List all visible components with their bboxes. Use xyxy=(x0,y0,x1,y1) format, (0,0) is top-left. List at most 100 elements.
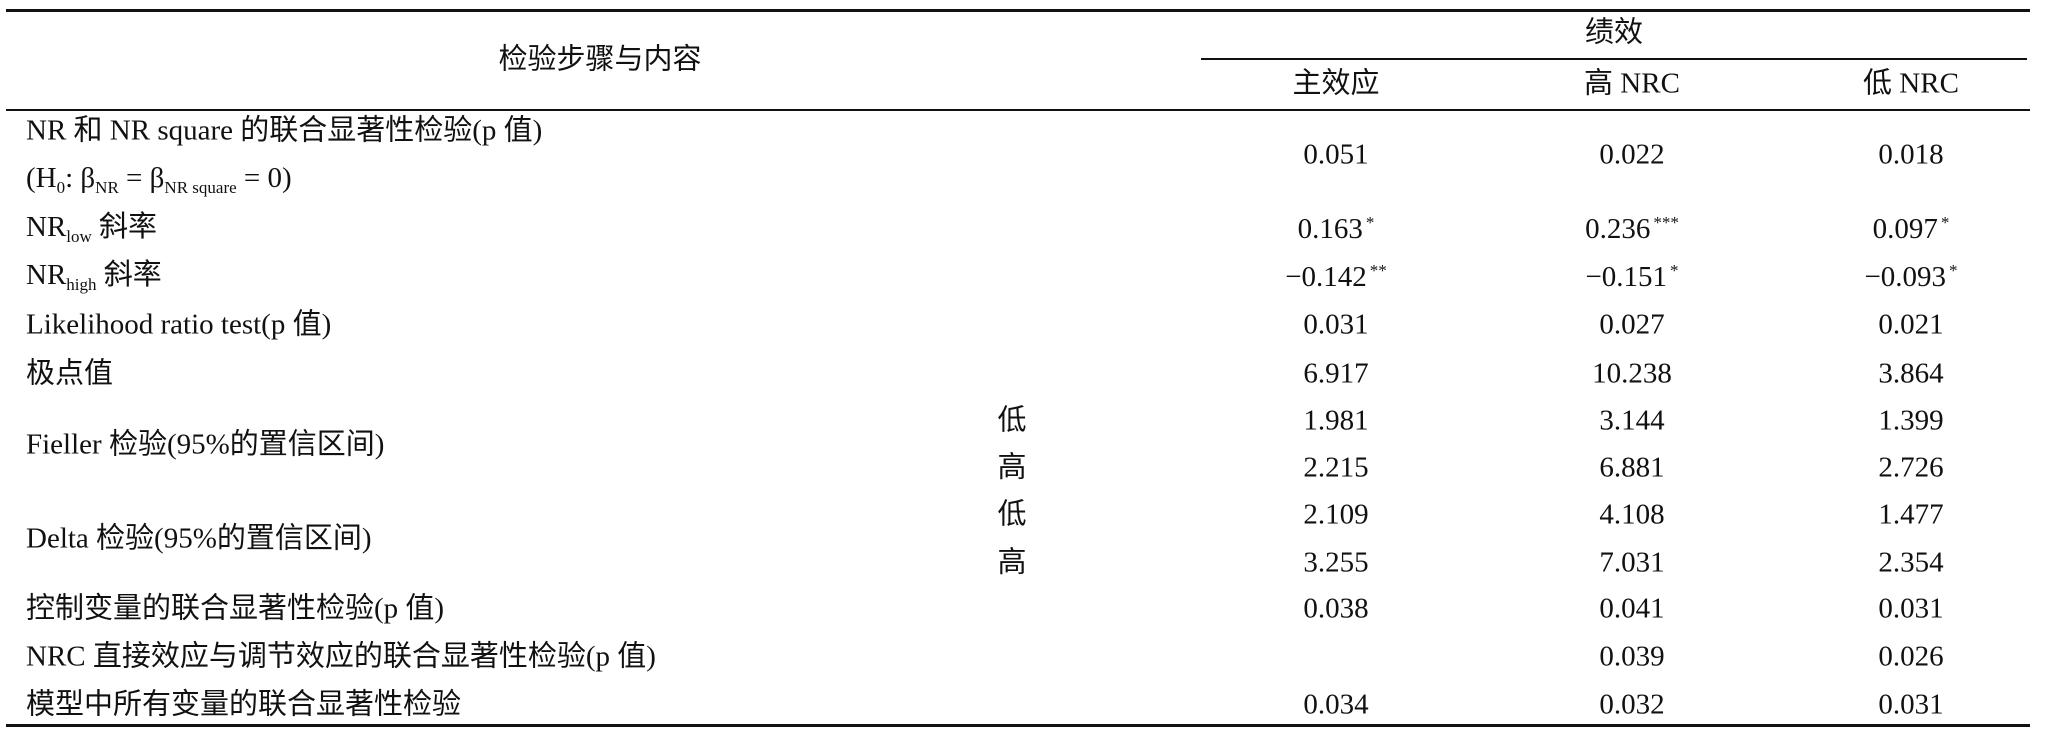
significance: * xyxy=(1365,213,1375,232)
top-rule xyxy=(6,9,2030,12)
row-label: Likelihood ratio test(p 值) xyxy=(26,308,332,341)
value: 0.236 xyxy=(1585,213,1651,245)
bound-label: 高 xyxy=(997,546,1027,579)
value-cell: 0.236 *** xyxy=(1585,214,1679,244)
value: 0.021 xyxy=(1878,308,1944,341)
value: 6.917 xyxy=(1303,357,1369,390)
value-cell: 0.031 xyxy=(1878,690,1943,720)
bottom-rule xyxy=(6,724,2030,727)
label-text: NR 和 NR square 的联合显著性检验(p 值) xyxy=(26,114,543,146)
label-text: Likelihood ratio test(p 值) xyxy=(26,308,332,341)
value: 10.238 xyxy=(1592,357,1672,390)
significance: * xyxy=(1940,213,1950,232)
label-text: : β xyxy=(65,161,96,194)
value: 2.215 xyxy=(1303,451,1369,484)
value: 0.041 xyxy=(1599,592,1665,625)
bound-label: 低 xyxy=(997,498,1027,531)
row-label: 模型中所有变量的联合显著性检验 xyxy=(26,688,462,721)
value: 7.031 xyxy=(1599,546,1665,579)
label-text: NRC 直接效应与调节效应的联合显著性检验(p 值) xyxy=(26,640,656,673)
value-cell: 0.021 xyxy=(1878,308,1944,341)
value-cell: 1.477 xyxy=(1878,498,1944,531)
value-cell: 0.163 * xyxy=(1298,214,1375,244)
value: 0.022 xyxy=(1599,138,1665,171)
bound-label: 高 xyxy=(997,451,1027,484)
value: 0.027 xyxy=(1599,308,1665,341)
group-rule xyxy=(1201,58,2027,60)
value: 0.039 xyxy=(1599,640,1665,673)
value-cell: 0.022 xyxy=(1599,138,1665,171)
value: 0.018 xyxy=(1878,138,1944,171)
value: −0.142 xyxy=(1285,261,1367,293)
value: 2.109 xyxy=(1303,498,1369,531)
bound-label: 低 xyxy=(997,404,1027,437)
value: 0.038 xyxy=(1303,592,1369,625)
label-text: 斜率 xyxy=(91,211,158,243)
value-cell: 6.881 xyxy=(1599,451,1665,484)
significance: *** xyxy=(1653,213,1679,232)
value: 0.097 xyxy=(1872,213,1938,245)
value-cell: 10.238 xyxy=(1592,357,1672,390)
subscript: NR square xyxy=(164,177,237,197)
row-label: (H0: βNR = βNR square = 0) xyxy=(26,161,292,197)
value-cell: 0.039 xyxy=(1599,640,1665,673)
label-text: 斜率 xyxy=(96,259,162,291)
value-cell: 7.031 xyxy=(1599,546,1665,579)
value: −0.151 xyxy=(1585,261,1668,293)
value: 0.163 xyxy=(1297,213,1363,245)
value-cell: 0.097 * xyxy=(1873,214,1950,244)
label-text: 控制变量的联合显著性检验(p 值) xyxy=(26,592,445,625)
value-cell: 3.864 xyxy=(1878,357,1944,390)
significance: * xyxy=(1949,261,1958,280)
value-cell: 0.034 xyxy=(1303,688,1369,721)
value: 3.864 xyxy=(1878,357,1944,390)
value: 0.051 xyxy=(1303,138,1369,171)
label-text: Fieller 检验(95%的置信区间) xyxy=(26,428,385,460)
value-cell: 0.026 xyxy=(1878,642,1943,672)
value: 2.726 xyxy=(1878,451,1944,484)
value: 6.881 xyxy=(1599,451,1665,484)
label-text: NR xyxy=(26,259,67,291)
label-text: (H xyxy=(26,161,57,194)
subscript: high xyxy=(66,275,97,294)
value-cell: −0.093 * xyxy=(1864,262,1957,292)
row-label: 极点值 xyxy=(26,359,113,389)
value-cell: 0.038 xyxy=(1303,592,1369,625)
value-cell: 0.032 xyxy=(1599,688,1665,721)
value: 4.108 xyxy=(1599,498,1665,531)
value-cell: 3.144 xyxy=(1599,406,1664,436)
value-cell: 0.041 xyxy=(1599,592,1665,625)
header-rule xyxy=(6,109,2030,111)
value-cell: 0.031 xyxy=(1878,594,1943,624)
value-cell: 2.354 xyxy=(1878,546,1944,579)
value-cell: −0.151 * xyxy=(1585,262,1678,292)
header-group: 绩效 xyxy=(1584,16,1644,49)
label-text: 模型中所有变量的联合显著性检验 xyxy=(26,688,462,721)
value: 1.477 xyxy=(1878,498,1944,531)
value-cell: 6.917 xyxy=(1303,357,1369,390)
label-text: NR xyxy=(26,211,67,243)
subscript: low xyxy=(66,227,92,246)
row-label: NRhigh 斜率 xyxy=(26,259,162,294)
value: 2.354 xyxy=(1878,546,1944,579)
value: 0.034 xyxy=(1303,688,1369,721)
value-cell: 2.726 xyxy=(1878,451,1944,484)
value-cell: 0.051 xyxy=(1303,138,1369,171)
row-label: Fieller 检验(95%的置信区间) xyxy=(26,430,384,459)
value-cell: 0.031 xyxy=(1303,308,1369,341)
label-text: = 0) xyxy=(236,161,292,194)
column-header: 高 NRC xyxy=(1584,67,1680,100)
value: 3.255 xyxy=(1303,546,1369,579)
subscript: 0 xyxy=(56,177,66,197)
label-text: Delta 检验(95%的置信区间) xyxy=(26,522,372,555)
label-text: = β xyxy=(118,161,165,194)
significance: * xyxy=(1670,261,1679,280)
value: 0.031 xyxy=(1303,308,1369,341)
value-cell: 3.255 xyxy=(1303,546,1369,579)
column-header: 主效应 xyxy=(1292,67,1380,100)
value-cell: 1.399 xyxy=(1878,406,1943,436)
row-label: NRlow 斜率 xyxy=(26,211,158,246)
value-cell: 0.018 xyxy=(1878,138,1944,171)
value: 0.032 xyxy=(1599,688,1665,721)
